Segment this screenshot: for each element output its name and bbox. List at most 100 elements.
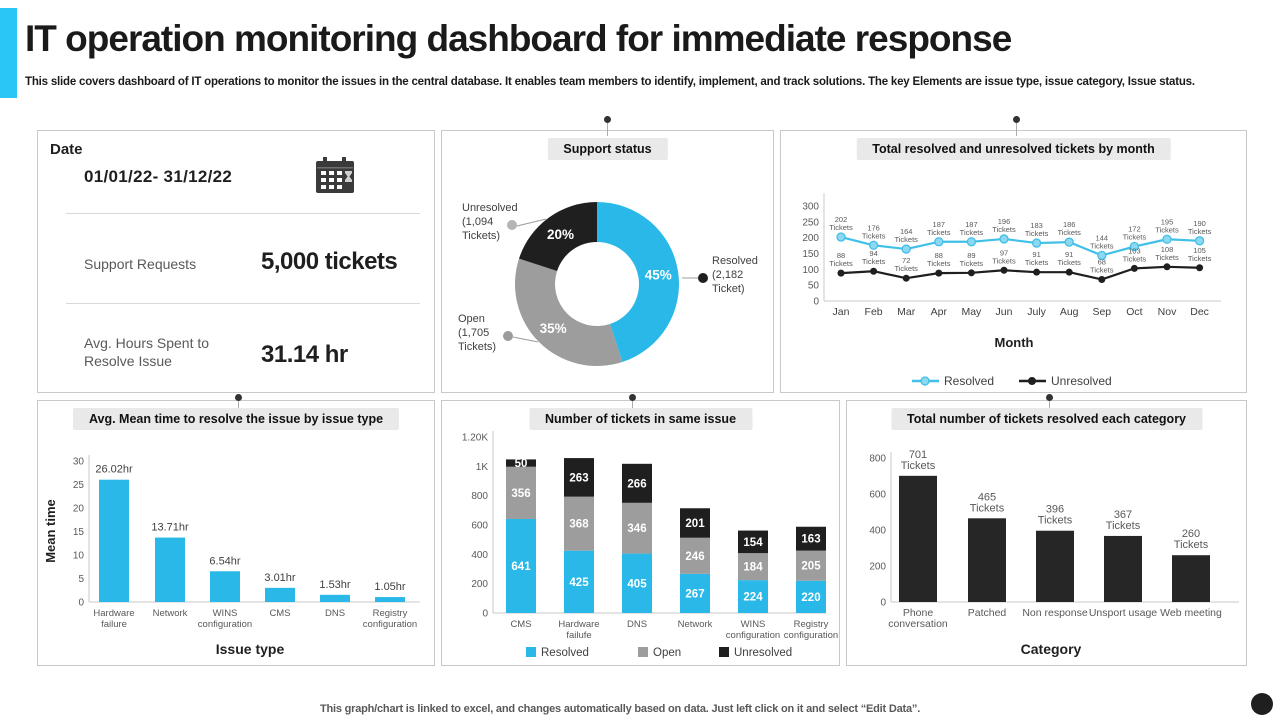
svg-text:Sep: Sep: [1092, 306, 1111, 318]
svg-text:Hardware: Hardware: [93, 608, 134, 619]
svg-text:Open: Open: [653, 647, 681, 659]
svg-text:600: 600: [869, 490, 886, 501]
svg-text:Tickets: Tickets: [970, 502, 1005, 514]
svg-text:800: 800: [869, 454, 886, 465]
connector-dot: [1046, 394, 1053, 401]
svg-text:Tickets: Tickets: [1123, 233, 1147, 242]
svg-text:Phone: Phone: [903, 607, 934, 619]
svg-text:Tickets: Tickets: [1057, 258, 1081, 267]
svg-text:267: 267: [685, 588, 704, 600]
svg-text:405: 405: [627, 578, 647, 590]
svg-text:465: 465: [978, 491, 996, 503]
title-accent-bar: [0, 8, 17, 98]
date-range-value[interactable]: 01/01/22- 31/12/22: [84, 167, 233, 186]
category-resolved-panel[interactable]: Total number of tickets resolved each ca…: [846, 400, 1247, 666]
svg-text:224: 224: [743, 592, 763, 604]
svg-text:202: 202: [835, 215, 848, 224]
svg-text:266: 266: [627, 478, 646, 490]
svg-text:Tickets): Tickets): [462, 230, 500, 242]
svg-text:150: 150: [802, 249, 819, 260]
svg-text:Tickets: Tickets: [829, 259, 853, 268]
connector-dot: [1013, 116, 1020, 123]
svg-text:Tickets: Tickets: [1057, 228, 1081, 237]
svg-text:68: 68: [1098, 257, 1106, 266]
svg-text:200: 200: [471, 579, 488, 590]
svg-text:105: 105: [1193, 246, 1206, 255]
svg-text:Tickets: Tickets: [1188, 254, 1212, 263]
svg-text:Network: Network: [153, 608, 188, 619]
same-issue-stacked-chart: 0 200 400 600 800 1K 1.20K 641 356 50 CMS 425 368 263…: [462, 431, 838, 659]
svg-text:Feb: Feb: [865, 306, 883, 318]
svg-text:Tickets: Tickets: [862, 257, 886, 266]
svg-text:Aug: Aug: [1060, 306, 1079, 318]
svg-text:20%: 20%: [547, 227, 574, 242]
svg-text:Tickets: Tickets: [1174, 539, 1209, 551]
svg-text:1.53hr: 1.53hr: [319, 579, 351, 591]
svg-text:(1,705: (1,705: [458, 327, 489, 339]
svg-text:89: 89: [967, 251, 975, 260]
svg-text:196: 196: [998, 217, 1011, 226]
mean-time-panel[interactable]: Avg. Mean time to resolve the issue by i…: [37, 400, 435, 666]
svg-text:250: 250: [802, 217, 819, 228]
support-status-panel[interactable]: Support status 45% 35% 20% Resolved (2,182 Ti…: [441, 130, 774, 393]
svg-text:conversation: conversation: [888, 618, 948, 630]
svg-text:0: 0: [482, 609, 488, 620]
svg-text:Non response: Non response: [1022, 607, 1088, 619]
svg-text:1.20K: 1.20K: [462, 432, 488, 443]
svg-text:Tickets: Tickets: [1025, 258, 1049, 267]
svg-text:186: 186: [1063, 220, 1076, 229]
svg-text:Tickets: Tickets: [927, 259, 951, 268]
svg-text:Tickets: Tickets: [894, 264, 918, 273]
tickets-by-month-panel[interactable]: Total resolved and unresolved tickets by…: [780, 130, 1247, 393]
svg-text:Nov: Nov: [1158, 306, 1177, 318]
svg-text:97: 97: [1000, 248, 1008, 257]
svg-text:13.71hr: 13.71hr: [151, 522, 189, 534]
connector-stem: [1016, 122, 1017, 136]
svg-text:Tickets: Tickets: [1038, 515, 1073, 527]
svg-text:Tickets: Tickets: [1025, 229, 1049, 238]
connector-stem: [632, 400, 633, 412]
tickets-by-month-line-chart: 0 50 100 150 200 250 300 Jan Feb Mar Apr May Jun July…: [802, 193, 1221, 388]
svg-text:configuration: configuration: [726, 630, 780, 641]
svg-text:failufe: failufe: [566, 630, 591, 641]
svg-text:Tickets: Tickets: [862, 231, 886, 240]
svg-text:Patched: Patched: [968, 607, 1007, 619]
connector-stem: [1049, 400, 1050, 412]
svg-text:Unresolved: Unresolved: [734, 647, 792, 659]
svg-text:0: 0: [813, 297, 819, 308]
svg-text:July: July: [1027, 306, 1046, 318]
svg-text:187: 187: [965, 220, 978, 229]
svg-text:DNS: DNS: [627, 619, 647, 630]
svg-text:(2,182: (2,182: [712, 269, 743, 281]
svg-text:10: 10: [73, 551, 85, 562]
svg-text:configuration: configuration: [363, 619, 417, 630]
svg-text:300: 300: [802, 202, 819, 213]
divider: [66, 213, 420, 214]
svg-text:0: 0: [880, 598, 886, 609]
svg-text:3.01hr: 3.01hr: [264, 572, 296, 584]
svg-text:425: 425: [569, 577, 589, 589]
svg-text:187: 187: [933, 220, 946, 229]
svg-text:Unresolved: Unresolved: [1051, 374, 1112, 388]
chart-title-tickets-by-month: Total resolved and unresolved tickets by…: [856, 138, 1171, 160]
connector-stem: [238, 400, 239, 412]
svg-text:108: 108: [1161, 245, 1174, 254]
svg-text:Resolved: Resolved: [944, 374, 994, 388]
svg-text:Network: Network: [678, 619, 713, 630]
metric-value-support-requests: 5,000 tickets: [261, 248, 398, 275]
svg-text:Category: Category: [1021, 641, 1082, 657]
metric-value-avg-hours: 31.14 hr: [261, 341, 348, 368]
same-issue-panel[interactable]: Number of tickets in same issue 0 200 400 6…: [441, 400, 840, 666]
svg-text:failure: failure: [101, 619, 127, 630]
svg-text:400: 400: [471, 550, 488, 561]
svg-text:Tickets: Tickets: [894, 235, 918, 244]
svg-text:1.05hr: 1.05hr: [374, 581, 406, 593]
svg-text:Web meeting: Web meeting: [1160, 607, 1222, 619]
svg-text:Unsport usage: Unsport usage: [1089, 607, 1157, 619]
calendar-icon: [316, 157, 354, 193]
svg-text:Unresolved: Unresolved: [462, 202, 518, 214]
svg-text:94: 94: [869, 249, 877, 258]
svg-text:45%: 45%: [645, 267, 672, 282]
